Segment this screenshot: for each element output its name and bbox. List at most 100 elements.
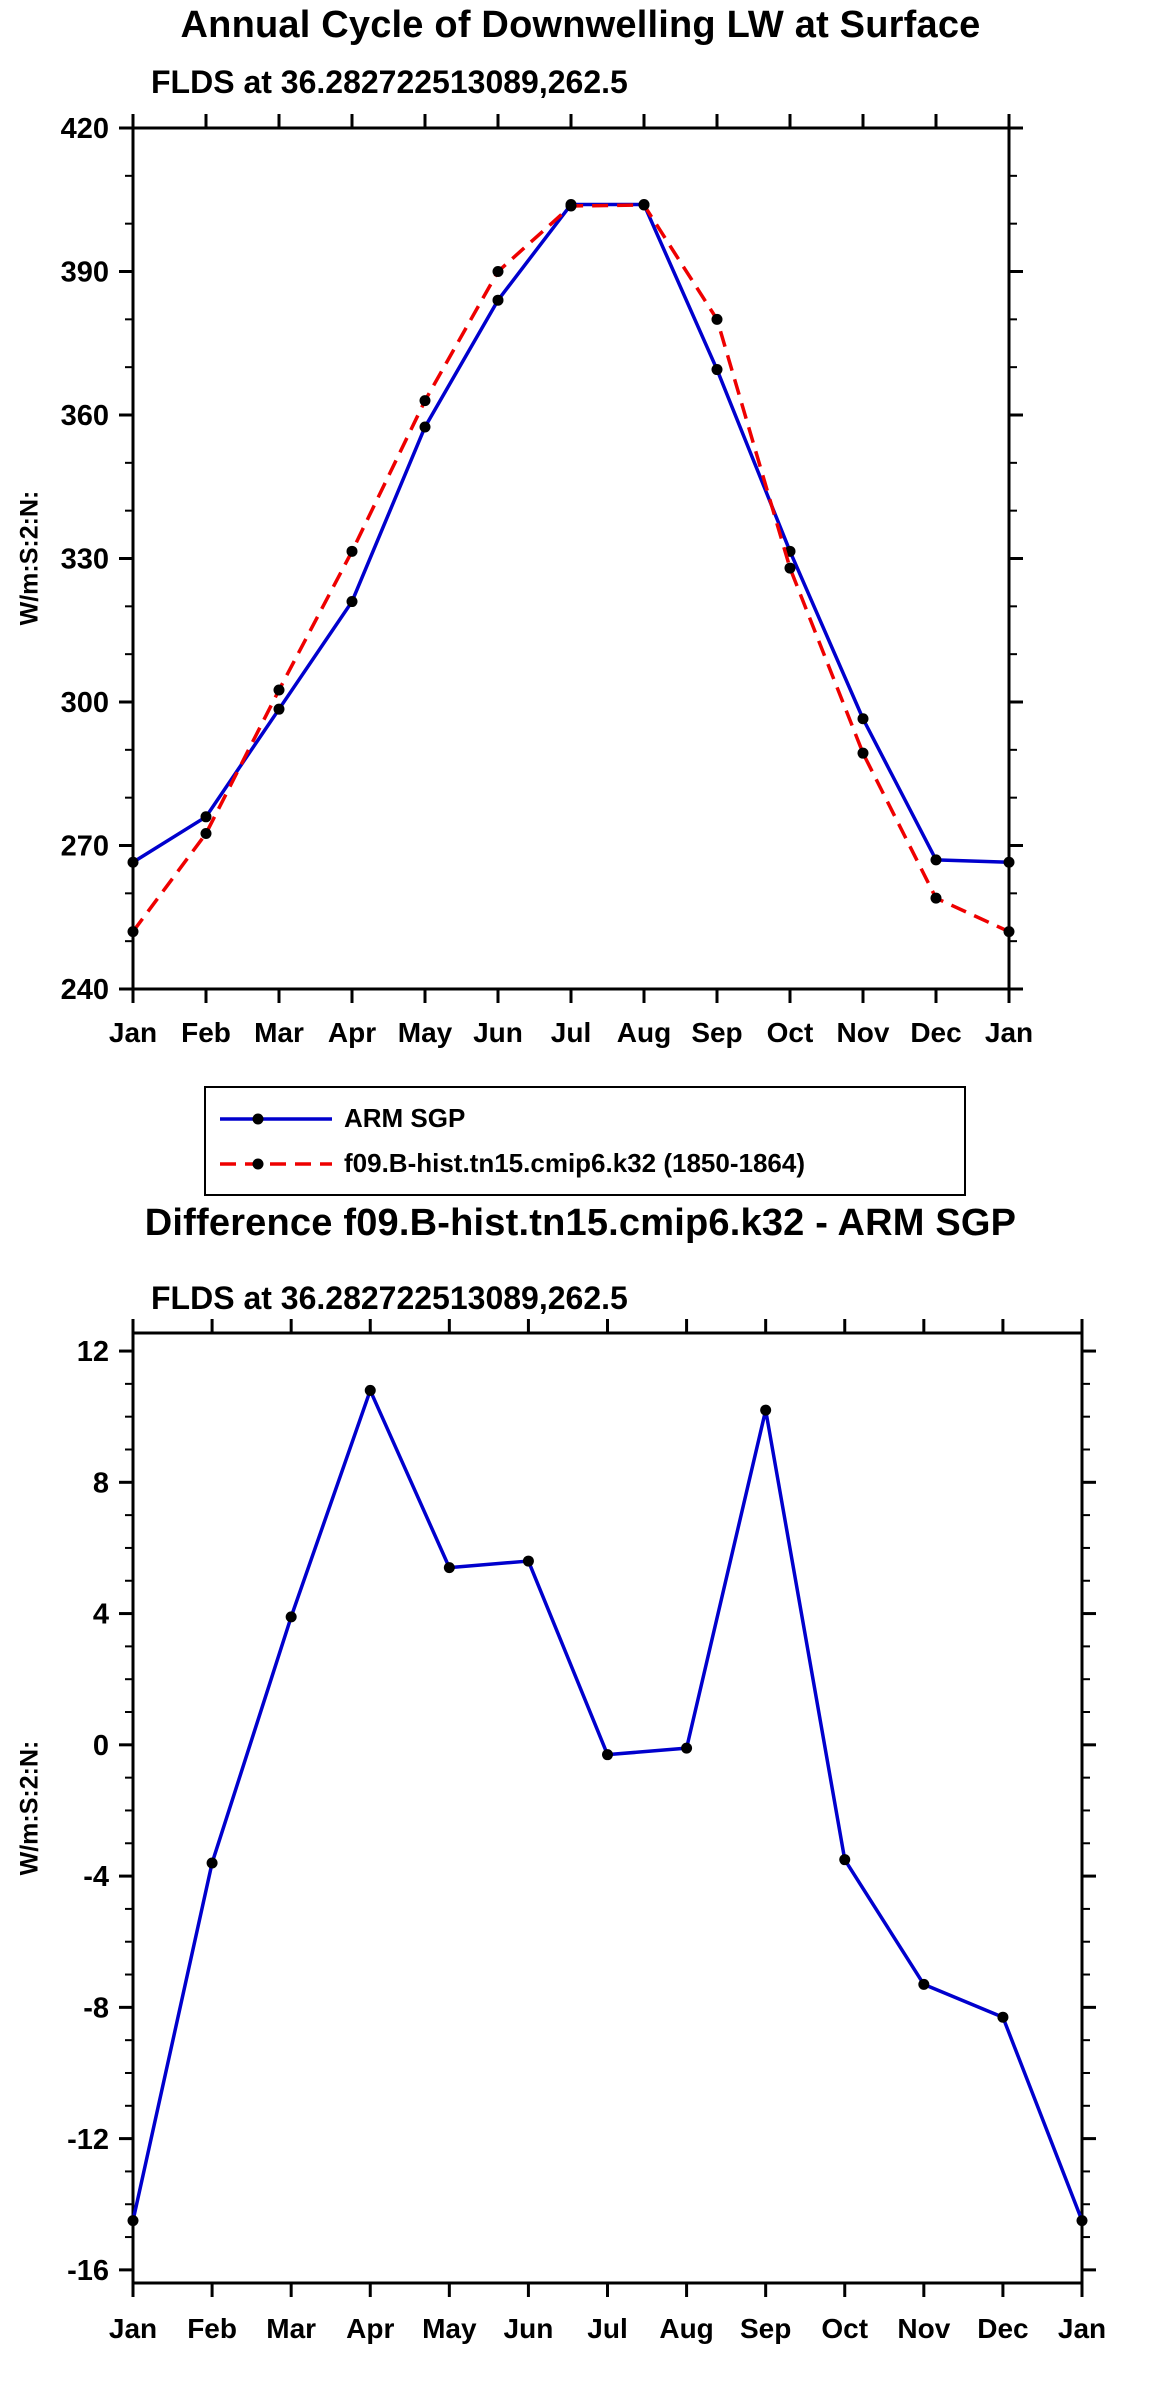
data-point-marker — [857, 713, 869, 725]
plot-frame — [131, 1331, 1084, 2285]
y-tick-labels: -16 -12 -8 -4 0 4 8 12 — [67, 1336, 109, 2287]
data-point-marker — [602, 1749, 613, 1761]
data-point-marker — [200, 828, 212, 840]
svg-text:-16: -16 — [67, 2255, 109, 2287]
data-point-marker — [1003, 926, 1015, 938]
svg-text:Sep: Sep — [740, 2313, 791, 2344]
data-point-marker — [127, 856, 139, 868]
chart1-title: Annual Cycle of Downwelling LW at Surfac… — [180, 4, 981, 46]
data-point-marker — [997, 2011, 1009, 2023]
data-point-marker — [443, 1562, 455, 1574]
data-point-marker — [206, 1857, 218, 1869]
plot-frame — [131, 126, 1011, 991]
svg-text:-12: -12 — [67, 2124, 109, 2156]
data-point-marker — [1003, 856, 1015, 868]
series-f09-b-hist-tn15-cmip6-k32-arm-sgp — [127, 1384, 1088, 2227]
data-point-marker — [127, 2215, 139, 2227]
legend-marker-icon — [252, 1113, 264, 1124]
chart1-subtitle: FLDS at 36.282722513089,262.5 — [151, 64, 628, 100]
data-point-marker — [918, 1978, 930, 1990]
legend-marker-icon — [252, 1158, 264, 1169]
data-point-marker — [492, 266, 504, 277]
svg-text:Dec: Dec — [977, 2313, 1028, 2344]
svg-text:0: 0 — [93, 1730, 109, 1762]
legend-item: f09.B-hist.tn15.cmip6.k32 (1850-1864) — [206, 1141, 964, 1186]
legend-line-sample — [220, 1113, 332, 1124]
svg-text:Oct: Oct — [821, 2313, 868, 2344]
svg-text:360: 360 — [61, 400, 109, 432]
data-point-marker — [419, 395, 431, 407]
svg-text:May: May — [422, 2313, 477, 2344]
svg-text:270: 270 — [61, 831, 109, 863]
chart2-title: Difference f09.B-hist.tn15.cmip6.k32 - A… — [144, 1202, 1017, 1244]
svg-text:Dec: Dec — [910, 1017, 961, 1048]
svg-text:Jan: Jan — [109, 2313, 157, 2344]
data-point-marker — [681, 1742, 693, 1754]
svg-text:240: 240 — [61, 974, 109, 1006]
svg-text:-4: -4 — [83, 1861, 109, 1893]
svg-text:Jul: Jul — [587, 2313, 627, 2344]
svg-text:330: 330 — [61, 544, 109, 576]
svg-text:420: 420 — [61, 113, 109, 145]
data-point-marker — [565, 200, 577, 212]
data-point-marker — [419, 421, 431, 433]
svg-text:Nov: Nov — [837, 1017, 890, 1048]
svg-text:Feb: Feb — [181, 1017, 231, 1048]
legend-label: f09.B-hist.tn15.cmip6.k32 (1850-1864) — [344, 1148, 805, 1178]
svg-text:Jun: Jun — [504, 2313, 554, 2344]
data-point-marker — [711, 364, 723, 376]
legend-item: ARM SGP — [206, 1096, 964, 1141]
axis-ticks — [119, 1319, 1096, 2297]
svg-text:8: 8 — [93, 1467, 109, 1499]
svg-text:-8: -8 — [83, 1993, 109, 2025]
y-tick-labels: 240 270 300 330 360 390 420 — [61, 113, 109, 1006]
data-point-marker — [784, 562, 796, 574]
data-point-marker — [127, 926, 139, 938]
data-point-marker — [273, 684, 285, 696]
x-tick-labels: Jan Feb Mar Apr May Jun Jul Aug Sep Oct Nov Dec Jan — [109, 2313, 1106, 2344]
legend: ARM SGP f09.B-hist.tn15.cmip6.k32 (1850-1… — [204, 1086, 966, 1196]
data-point-marker — [364, 1384, 376, 1396]
svg-text:390: 390 — [61, 257, 109, 289]
data-point-marker — [492, 294, 504, 306]
svg-text:Apr: Apr — [346, 2313, 394, 2344]
svg-text:Jul: Jul — [551, 1017, 591, 1048]
data-point-marker — [346, 596, 358, 608]
chart2-subtitle: FLDS at 36.282722513089,262.5 — [151, 1280, 628, 1316]
svg-text:Jun: Jun — [473, 1017, 523, 1048]
data-point-marker — [1076, 2215, 1088, 2227]
svg-text:Aug: Aug — [617, 1017, 671, 1048]
data-point-marker — [200, 811, 212, 823]
svg-text:Mar: Mar — [266, 2313, 316, 2344]
svg-text:Jan: Jan — [985, 1017, 1033, 1048]
svg-text:Feb: Feb — [187, 2313, 237, 2344]
data-point-marker — [930, 892, 942, 904]
legend-line-sample — [220, 1158, 332, 1169]
svg-text:Oct: Oct — [767, 1017, 814, 1048]
data-point-marker — [760, 1404, 772, 1416]
panel-2: -16 -12 -8 -4 0 4 8 12 Jan Feb Mar Apr May Jun Jul Aug S… — [67, 1319, 1106, 2344]
svg-text:May: May — [398, 1017, 453, 1048]
svg-text:Sep: Sep — [691, 1017, 742, 1048]
svg-text:Nov: Nov — [897, 2313, 950, 2344]
svg-text:Aug: Aug — [659, 2313, 713, 2344]
svg-text:4: 4 — [93, 1599, 109, 1631]
svg-text:Jan: Jan — [1058, 2313, 1106, 2344]
data-point-marker — [930, 854, 942, 866]
data-point-marker — [857, 747, 869, 759]
data-point-marker — [273, 703, 285, 715]
legend-label: ARM SGP — [344, 1103, 466, 1133]
data-point-marker — [711, 313, 723, 325]
svg-text:Apr: Apr — [328, 1017, 376, 1048]
data-point-marker — [522, 1555, 534, 1567]
series-f09-b-hist-tn15-cmip6-k32-1850-1864- — [127, 199, 1015, 938]
data-point-marker — [839, 1854, 851, 1866]
data-point-marker — [346, 545, 358, 557]
svg-text:Mar: Mar — [254, 1017, 304, 1048]
svg-text:Jan: Jan — [109, 1017, 157, 1048]
series-arm-sgp — [127, 199, 1015, 868]
data-point-marker — [638, 199, 650, 211]
